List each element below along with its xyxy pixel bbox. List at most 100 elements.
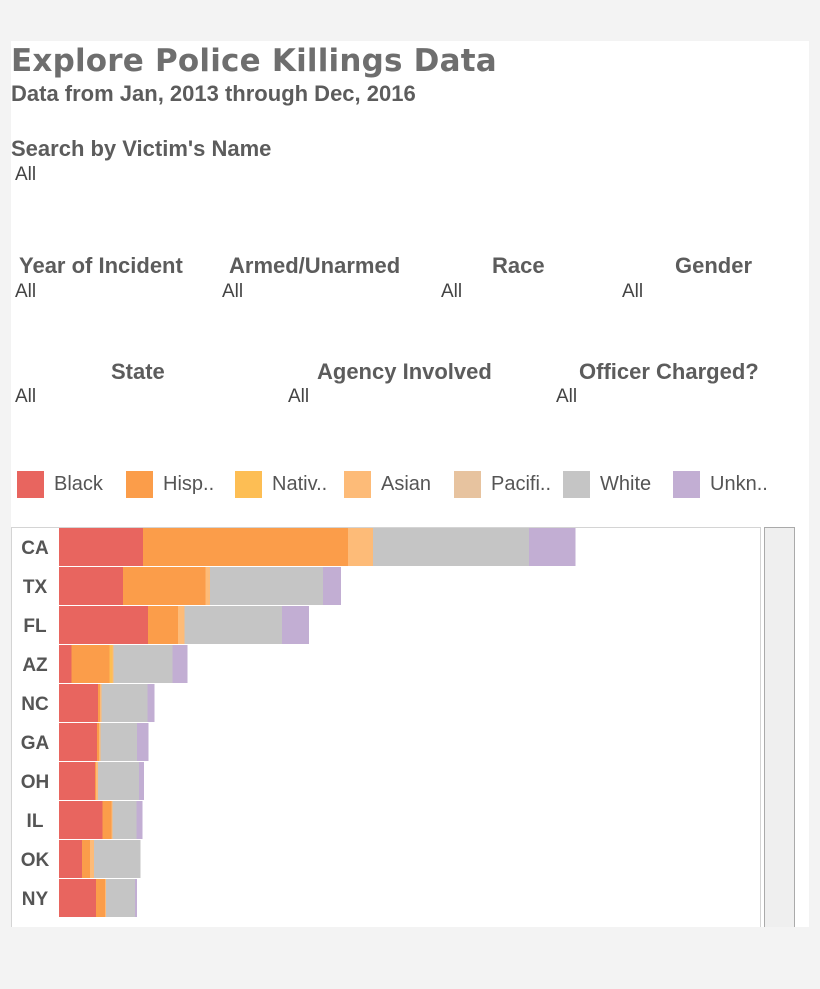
bar-ca-hisp[interactable]: [143, 528, 348, 566]
bar-ga-white[interactable]: [100, 723, 138, 761]
state-filter-value[interactable]: All: [15, 386, 37, 407]
bar-nc-hisp[interactable]: [98, 684, 100, 722]
legend-item-pacific[interactable]: Pacifi..: [454, 468, 551, 500]
vertical-scrollbar[interactable]: [764, 527, 795, 928]
state-filter-label: State: [111, 359, 165, 384]
bar-ny-white[interactable]: [106, 879, 135, 917]
bar-ca-black[interactable]: [59, 528, 143, 566]
bar-ga-black[interactable]: [59, 723, 97, 761]
victim-name-filter-label: Search by Victim's Name: [11, 136, 272, 161]
bar-oh-asian[interactable]: [96, 762, 98, 800]
legend-item-asian[interactable]: Asian: [344, 468, 431, 500]
bar-ok-white[interactable]: [94, 840, 141, 878]
agency-filter-value[interactable]: All: [288, 386, 310, 407]
gender-filter-value[interactable]: All: [622, 281, 644, 302]
state-label-il: IL: [27, 811, 44, 832]
state-label-oh: OH: [21, 772, 50, 793]
legend-label: Asian: [381, 472, 432, 495]
bar-ga-asian[interactable]: [99, 723, 101, 761]
bar-il-white[interactable]: [112, 801, 137, 839]
bar-ga-unkn[interactable]: [137, 723, 149, 761]
bar-oh-unkn[interactable]: [139, 762, 144, 800]
bar-az-hisp[interactable]: [71, 645, 110, 683]
bar-fl-white[interactable]: [184, 606, 283, 644]
legend-item-black[interactable]: Black: [17, 468, 103, 500]
state-bar-chart: CA TX FL AZ NC GA OH IL OK NY: [11, 527, 795, 928]
page-subtitle: Data from Jan, 2013 through Dec, 2016: [11, 81, 416, 106]
bar-nc-white[interactable]: [101, 684, 148, 722]
race-filter-label: Race: [492, 253, 545, 278]
bar-ok-asian[interactable]: [90, 840, 94, 878]
bar-az-black[interactable]: [59, 645, 72, 683]
dashboard-panel: Explore Police Killings Data Data from J…: [11, 41, 809, 927]
bar-nc-unkn[interactable]: [147, 684, 155, 722]
bar-ny-unkn[interactable]: [135, 879, 137, 917]
bar-group: [59, 528, 576, 917]
legend-item-unknown[interactable]: Unkn..: [673, 468, 768, 500]
bar-az-nativ[interactable]: [109, 645, 113, 683]
bar-il-asian[interactable]: [111, 801, 113, 839]
state-axis-labels: CA TX FL AZ NC GA OH IL OK NY: [21, 538, 50, 910]
bar-az-unkn[interactable]: [172, 645, 188, 683]
bar-ny-hisp[interactable]: [96, 879, 105, 917]
race-legend: Black Hisp.. Nativ.. Asian Pacifi.. Whit…: [17, 468, 807, 500]
armed-filter-value[interactable]: All: [222, 281, 244, 302]
bar-nc-black[interactable]: [59, 684, 98, 722]
state-label-az: AZ: [22, 655, 48, 676]
bar-il-unkn[interactable]: [136, 801, 143, 839]
bar-fl-unkn[interactable]: [282, 606, 309, 644]
state-label-tx: TX: [23, 577, 48, 598]
race-filter-value[interactable]: All: [441, 281, 463, 302]
legend-label: Hisp..: [163, 472, 215, 495]
legend-label: Nativ..: [272, 472, 328, 495]
legend-swatch: [454, 470, 481, 498]
state-label-fl: FL: [23, 616, 47, 637]
bar-ca-white[interactable]: [373, 528, 529, 566]
bar-il-hisp[interactable]: [102, 801, 112, 839]
bar-tx-black[interactable]: [59, 567, 123, 605]
legend-item-hispanic[interactable]: Hisp..: [126, 468, 214, 500]
bar-ga-hisp[interactable]: [97, 723, 99, 761]
charged-filter-label: Officer Charged?: [579, 359, 759, 384]
armed-filter-label: Armed/Unarmed: [229, 253, 401, 278]
bar-nc-asian[interactable]: [100, 684, 102, 722]
bar-tx-unkn[interactable]: [323, 567, 341, 605]
legend-swatch: [673, 470, 700, 498]
charged-filter-value[interactable]: All: [556, 386, 578, 407]
bar-oh-black[interactable]: [59, 762, 95, 800]
legend-swatch: [563, 470, 590, 498]
bar-tx-asian[interactable]: [205, 567, 211, 605]
legend-label: Unkn..: [710, 472, 768, 495]
bar-oh-white[interactable]: [98, 762, 139, 800]
bar-ok-black[interactable]: [59, 840, 82, 878]
state-label-ca: CA: [21, 538, 49, 559]
agency-filter-label: Agency Involved: [317, 359, 492, 384]
legend-item-native[interactable]: Nativ..: [235, 468, 327, 500]
bar-fl-hisp[interactable]: [148, 606, 178, 644]
bar-fl-black[interactable]: [59, 606, 148, 644]
legend-label: Black: [54, 472, 103, 495]
state-label-ny: NY: [22, 889, 49, 910]
bar-ca-unkn[interactable]: [529, 528, 576, 566]
bar-il-black[interactable]: [59, 801, 103, 839]
page-title: Explore Police Killings Data: [11, 43, 497, 79]
year-filter-value[interactable]: All: [15, 281, 37, 302]
bar-az-white[interactable]: [113, 645, 173, 683]
bar-fl-asian[interactable]: [178, 606, 185, 644]
legend-swatch: [235, 470, 262, 498]
bar-ok-hisp[interactable]: [82, 840, 90, 878]
bar-az-asian[interactable]: [112, 645, 114, 683]
bar-tx-hisp[interactable]: [123, 567, 206, 605]
bar-ny-black[interactable]: [59, 879, 96, 917]
state-label-ok: OK: [21, 850, 50, 871]
legend-label: Pacifi..: [491, 472, 552, 495]
bar-tx-white[interactable]: [210, 567, 323, 605]
state-label-nc: NC: [21, 694, 49, 715]
victim-name-filter-value[interactable]: All: [15, 164, 37, 185]
bar-ny-asian[interactable]: [105, 879, 106, 917]
bar-ca-asian[interactable]: [348, 528, 373, 566]
chart-frame: [11, 527, 761, 927]
legend-item-white[interactable]: White: [563, 468, 651, 500]
bar-oh-hisp[interactable]: [95, 762, 96, 800]
year-filter-label: Year of Incident: [19, 253, 183, 278]
